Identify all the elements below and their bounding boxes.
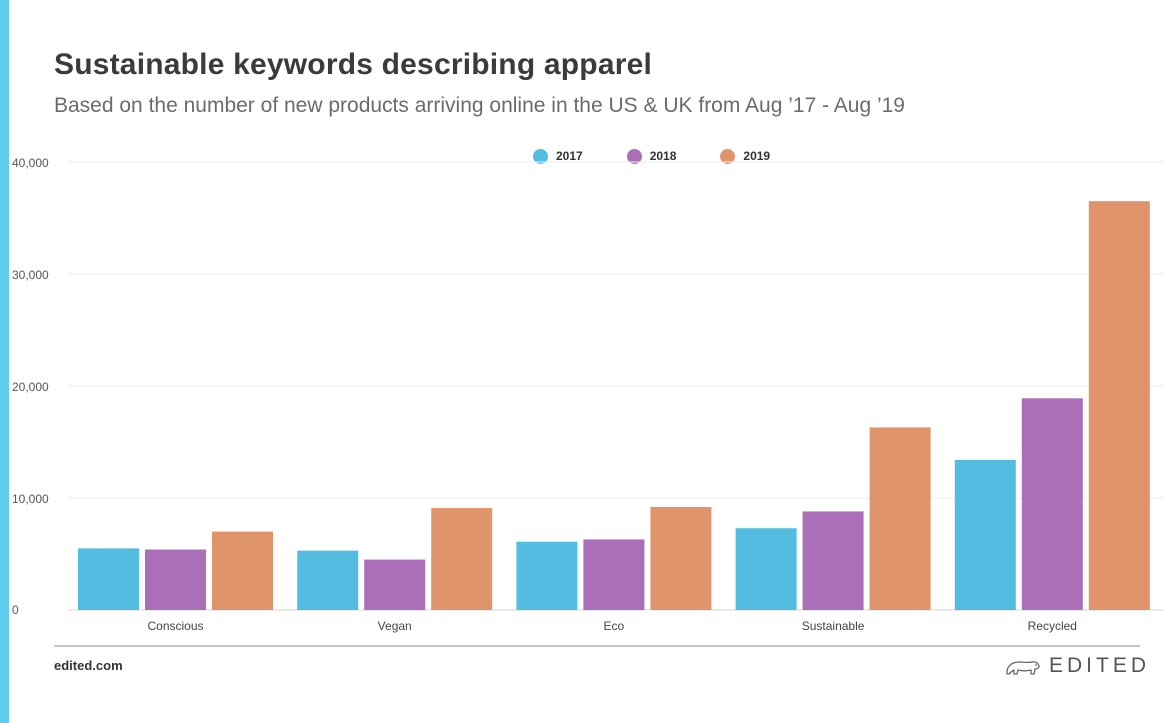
bar-conscious-2019[interactable] xyxy=(212,531,273,610)
bar-vegan-2018[interactable] xyxy=(364,559,426,610)
bar-recycled-2019[interactable] xyxy=(1088,201,1150,610)
bar-vegan-2019[interactable] xyxy=(431,508,493,610)
legend-item-2017[interactable]: 2017 xyxy=(533,148,583,164)
y-tick-label-10000: 10,000 xyxy=(12,492,49,506)
y-tick-label-20000: 20,000 xyxy=(12,380,49,394)
x-tick-label-vegan: Vegan xyxy=(378,619,412,633)
bar-eco-2018[interactable] xyxy=(583,539,645,610)
bar-eco-2019[interactable] xyxy=(650,506,712,610)
bar-sustainable-2017[interactable] xyxy=(735,528,797,610)
x-tick-label-recycled: Recycled xyxy=(1028,619,1077,633)
chart-subtitle: Based on the number of new products arri… xyxy=(54,94,905,117)
x-tick-label-conscious: Conscious xyxy=(147,619,203,633)
source-link[interactable]: edited.com xyxy=(54,658,123,673)
x-axis-categories: Conscious Vegan Eco Sustainable Recycled xyxy=(147,619,1076,633)
legend-label-2019: 2019 xyxy=(743,149,771,163)
y-tick-label-30000: 30,000 xyxy=(12,268,49,282)
bar-sustainable-2019[interactable] xyxy=(869,427,931,610)
chart-title: Sustainable keywords describing apparel xyxy=(54,48,653,81)
x-tick-label-eco: Eco xyxy=(604,619,625,633)
brand-name: EDITED xyxy=(1049,654,1151,677)
legend-label-2018: 2018 xyxy=(649,149,677,163)
legend-item-2018[interactable]: 2018 xyxy=(626,148,677,164)
bars xyxy=(78,201,1150,610)
y-axis-ticks: 0 10,000 20,000 30,000 40,000 xyxy=(12,156,49,617)
x-tick-label-sustainable: Sustainable xyxy=(802,619,865,633)
accent-bar xyxy=(0,0,9,723)
polar-bear-icon xyxy=(1006,661,1040,675)
y-tick-label-40000: 40,000 xyxy=(12,156,49,170)
bar-sustainable-2018[interactable] xyxy=(802,511,864,610)
legend-dot-2017 xyxy=(533,148,548,164)
bar-recycled-2017[interactable] xyxy=(954,459,1016,610)
legend-dot-2018 xyxy=(626,148,642,164)
bar-conscious-2017[interactable] xyxy=(78,548,139,610)
legend-dot-2019 xyxy=(720,148,736,164)
bar-vegan-2017[interactable] xyxy=(297,550,359,610)
y-tick-label-0: 0 xyxy=(12,603,19,617)
legend: 2017 2018 2019 xyxy=(533,146,770,166)
brand-logo: EDITED xyxy=(1005,652,1150,680)
legend-item-2019[interactable]: 2019 xyxy=(720,148,771,164)
bar-conscious-2018[interactable] xyxy=(145,549,206,610)
bar-eco-2017[interactable] xyxy=(516,541,578,610)
legend-label-2017: 2017 xyxy=(556,149,583,163)
bar-recycled-2018[interactable] xyxy=(1021,398,1083,610)
